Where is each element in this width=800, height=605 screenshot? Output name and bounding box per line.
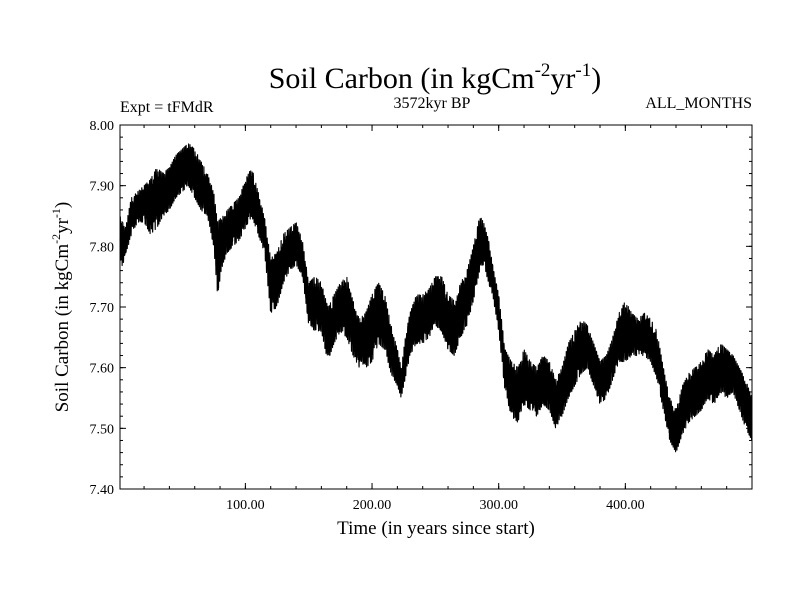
y-tick-label: 7.60: [90, 362, 115, 377]
months-label: ALL_MONTHS: [645, 95, 752, 112]
x-axis-label: Time (in years since start): [337, 518, 535, 539]
series-line-soil-carbon: [119, 143, 753, 453]
x-tick-label: 200.00: [353, 498, 392, 513]
period-label: 3572kyr BP: [394, 95, 471, 112]
y-tick-label: 7.80: [90, 240, 115, 255]
y-tick-label: 8.00: [90, 119, 115, 134]
x-tick-label: 100.00: [226, 498, 265, 513]
y-axis: 7.40 7.50 7.60 7.70 7.80 7.90 8.00: [90, 119, 752, 498]
data-line-group: [119, 143, 753, 453]
x-tick-label: 400.00: [606, 498, 645, 513]
x-axis: 100.00 200.00 300.00 400.00: [143, 125, 728, 513]
x-tick-label: 300.00: [479, 498, 518, 513]
y-tick-label: 7.40: [90, 483, 115, 498]
y-tick-label: 7.70: [90, 301, 115, 316]
y-tick-label: 7.90: [90, 180, 115, 195]
chart-title: Soil Carbon (in kgCm-2yr-1): [269, 60, 602, 95]
experiment-label: Expt = tFMdR: [120, 99, 214, 116]
y-tick-label: 7.50: [90, 422, 115, 437]
y-axis-label: Soil Carbon (in kgCm-2yr-1): [49, 202, 73, 413]
